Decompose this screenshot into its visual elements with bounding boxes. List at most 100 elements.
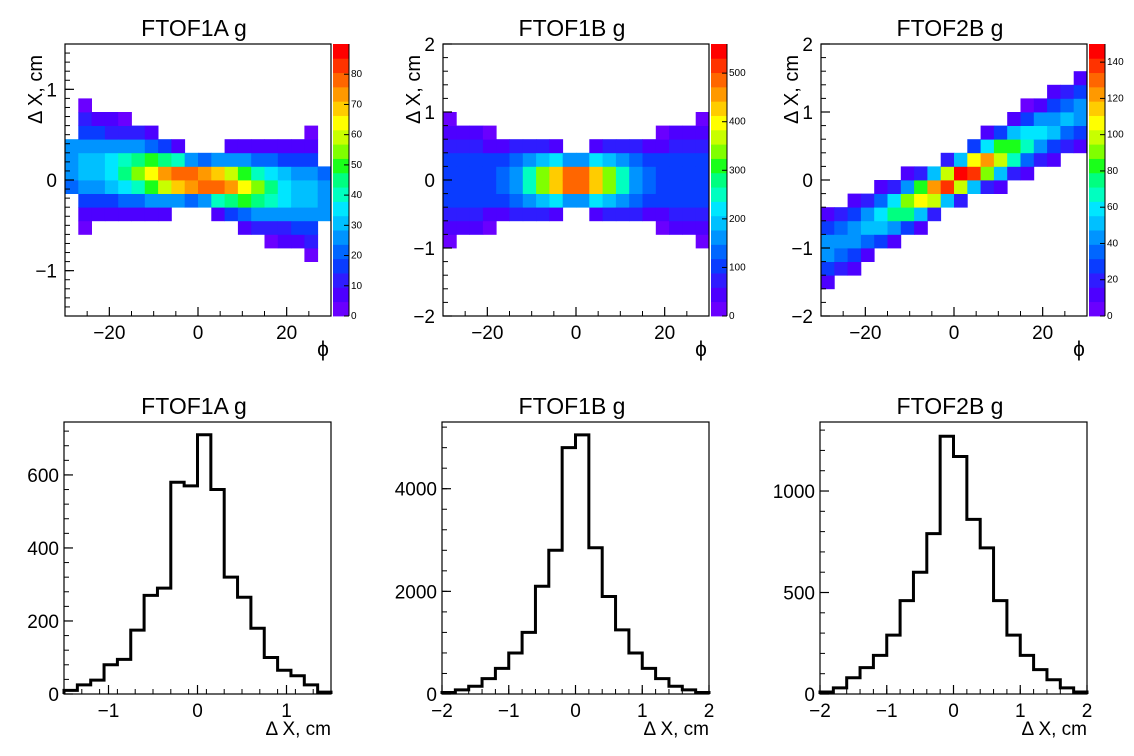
heatmap-cell	[1020, 112, 1035, 126]
y-tick-label: 1	[802, 103, 813, 124]
heatmap-cell	[131, 125, 146, 140]
heatmap-cell	[482, 139, 497, 154]
heatmap-cell	[847, 193, 862, 208]
heatmap-cell	[304, 220, 319, 235]
heatmap-cell	[482, 207, 497, 222]
heatmap-cell	[642, 166, 657, 181]
heatmap-cell	[954, 152, 968, 167]
heatmap-cell	[482, 125, 497, 140]
heatmap-cell	[682, 166, 697, 181]
colorbar-swatch	[1089, 158, 1105, 174]
heatmap-cell	[821, 261, 835, 276]
heatmap-cell	[251, 152, 265, 167]
chart-title: FTOF1A g	[141, 15, 247, 41]
heatmap-cell	[900, 207, 915, 222]
heatmap-cell	[860, 248, 875, 262]
heatmap-cell	[914, 207, 928, 222]
heatmap-cell	[443, 193, 457, 208]
heatmap-cell	[655, 166, 670, 181]
heatmap-cell	[224, 166, 239, 181]
heatmap-cell	[1060, 84, 1075, 99]
colorbar-tick-label: 60	[1107, 202, 1119, 213]
heatmap-cell	[509, 193, 524, 208]
heatmap-cell	[914, 220, 928, 235]
heatmap-cell	[264, 180, 279, 194]
heatmap-cell	[695, 139, 710, 154]
heatmap-cell	[980, 166, 995, 181]
y-tick-label: 4000	[395, 480, 437, 501]
heatmap-cell	[900, 220, 915, 235]
heatmap-cell	[224, 152, 239, 167]
heatmap-cell	[980, 139, 995, 154]
heatmap-cell	[211, 193, 225, 208]
heatmap-cell	[1047, 84, 1061, 99]
colorbar-swatch	[1089, 258, 1105, 274]
heatmap-cell	[536, 139, 550, 154]
heatmap-cell	[642, 152, 657, 167]
heatmap-cell	[874, 220, 888, 235]
heatmap-cell	[669, 193, 683, 208]
heatmap-cell	[629, 207, 643, 222]
heatmap-cell	[860, 220, 875, 235]
heatmap-cell	[104, 125, 119, 140]
colorbar-swatch	[333, 230, 349, 245]
heatmap-cell	[277, 220, 292, 235]
heatmap-cell	[602, 139, 617, 154]
heatmap-cell	[304, 180, 319, 194]
heatmap-cell	[695, 180, 710, 194]
heatmap-cell	[874, 193, 888, 208]
x-tick-label: −1	[876, 701, 898, 722]
heatmap-cell	[104, 180, 119, 194]
heatmap-cell	[1060, 112, 1075, 126]
x-tick-label: 0	[571, 323, 582, 344]
heatmap-cell	[91, 112, 106, 126]
heatmap-cell	[549, 139, 564, 154]
colorbar-tick-label: 200	[729, 214, 746, 225]
heatmap-cell	[589, 207, 603, 222]
heatmap-cell	[589, 166, 603, 181]
heatmap-cell	[144, 166, 159, 181]
heatmap-cell	[682, 207, 697, 222]
heatmap-cell	[224, 193, 239, 208]
heatmap-cell	[914, 180, 928, 194]
heatmap-cell	[821, 220, 835, 235]
heatmap-ftof2b: FTOF2B g −20 0 20 −2 −1 0 1 2 ϕ Δ X, cm 0 20 40 60 80 1…	[781, 15, 1124, 361]
heatmap-cell	[91, 125, 106, 140]
heatmap-cell	[980, 152, 995, 167]
colorbar-tick-label: 20	[351, 251, 363, 262]
x-tick-label: 20	[276, 323, 297, 344]
heatmap-cell	[887, 220, 902, 235]
heatmap-cell	[980, 125, 995, 140]
heatmap-cell	[304, 234, 319, 249]
colorbar-swatch	[711, 115, 727, 131]
heatmap-cell	[993, 152, 1008, 167]
heatmap-cells	[821, 71, 1088, 290]
x-tick-label: 2	[704, 701, 715, 722]
heatmap-cell	[304, 166, 319, 181]
y-tick-label: 600	[27, 466, 59, 487]
heatmap-cell	[562, 180, 577, 194]
heatmap-cell	[682, 220, 697, 235]
heatmap-cell	[251, 139, 265, 154]
x-tick-label: −1	[498, 701, 520, 722]
y-tick-label: 0	[46, 171, 57, 192]
heatmap-cell	[834, 207, 848, 222]
x-axis-label: ϕ	[1073, 338, 1085, 361]
histogram-ftof2b: FTOF2B g −2 −1 0 1 2 0 500 1000 Δ X, cm	[773, 393, 1093, 740]
heatmap-cell	[184, 152, 199, 167]
heatmap-cell	[576, 193, 590, 208]
chart-title: FTOF1B g	[519, 393, 626, 419]
heatmap-cell	[887, 207, 902, 222]
heatmap-cell	[237, 220, 252, 235]
heatmap-cell	[184, 193, 199, 208]
y-tick-label: −1	[35, 262, 57, 283]
heatmap-cell	[317, 193, 332, 208]
heatmap-cell	[993, 139, 1008, 154]
colorbar-swatch	[333, 273, 349, 288]
heatmap-cell	[65, 166, 79, 181]
heatmap-cell	[874, 207, 888, 222]
heatmap-cell	[887, 180, 902, 194]
heatmap-cell	[874, 234, 888, 249]
heatmap-cell	[443, 125, 457, 140]
